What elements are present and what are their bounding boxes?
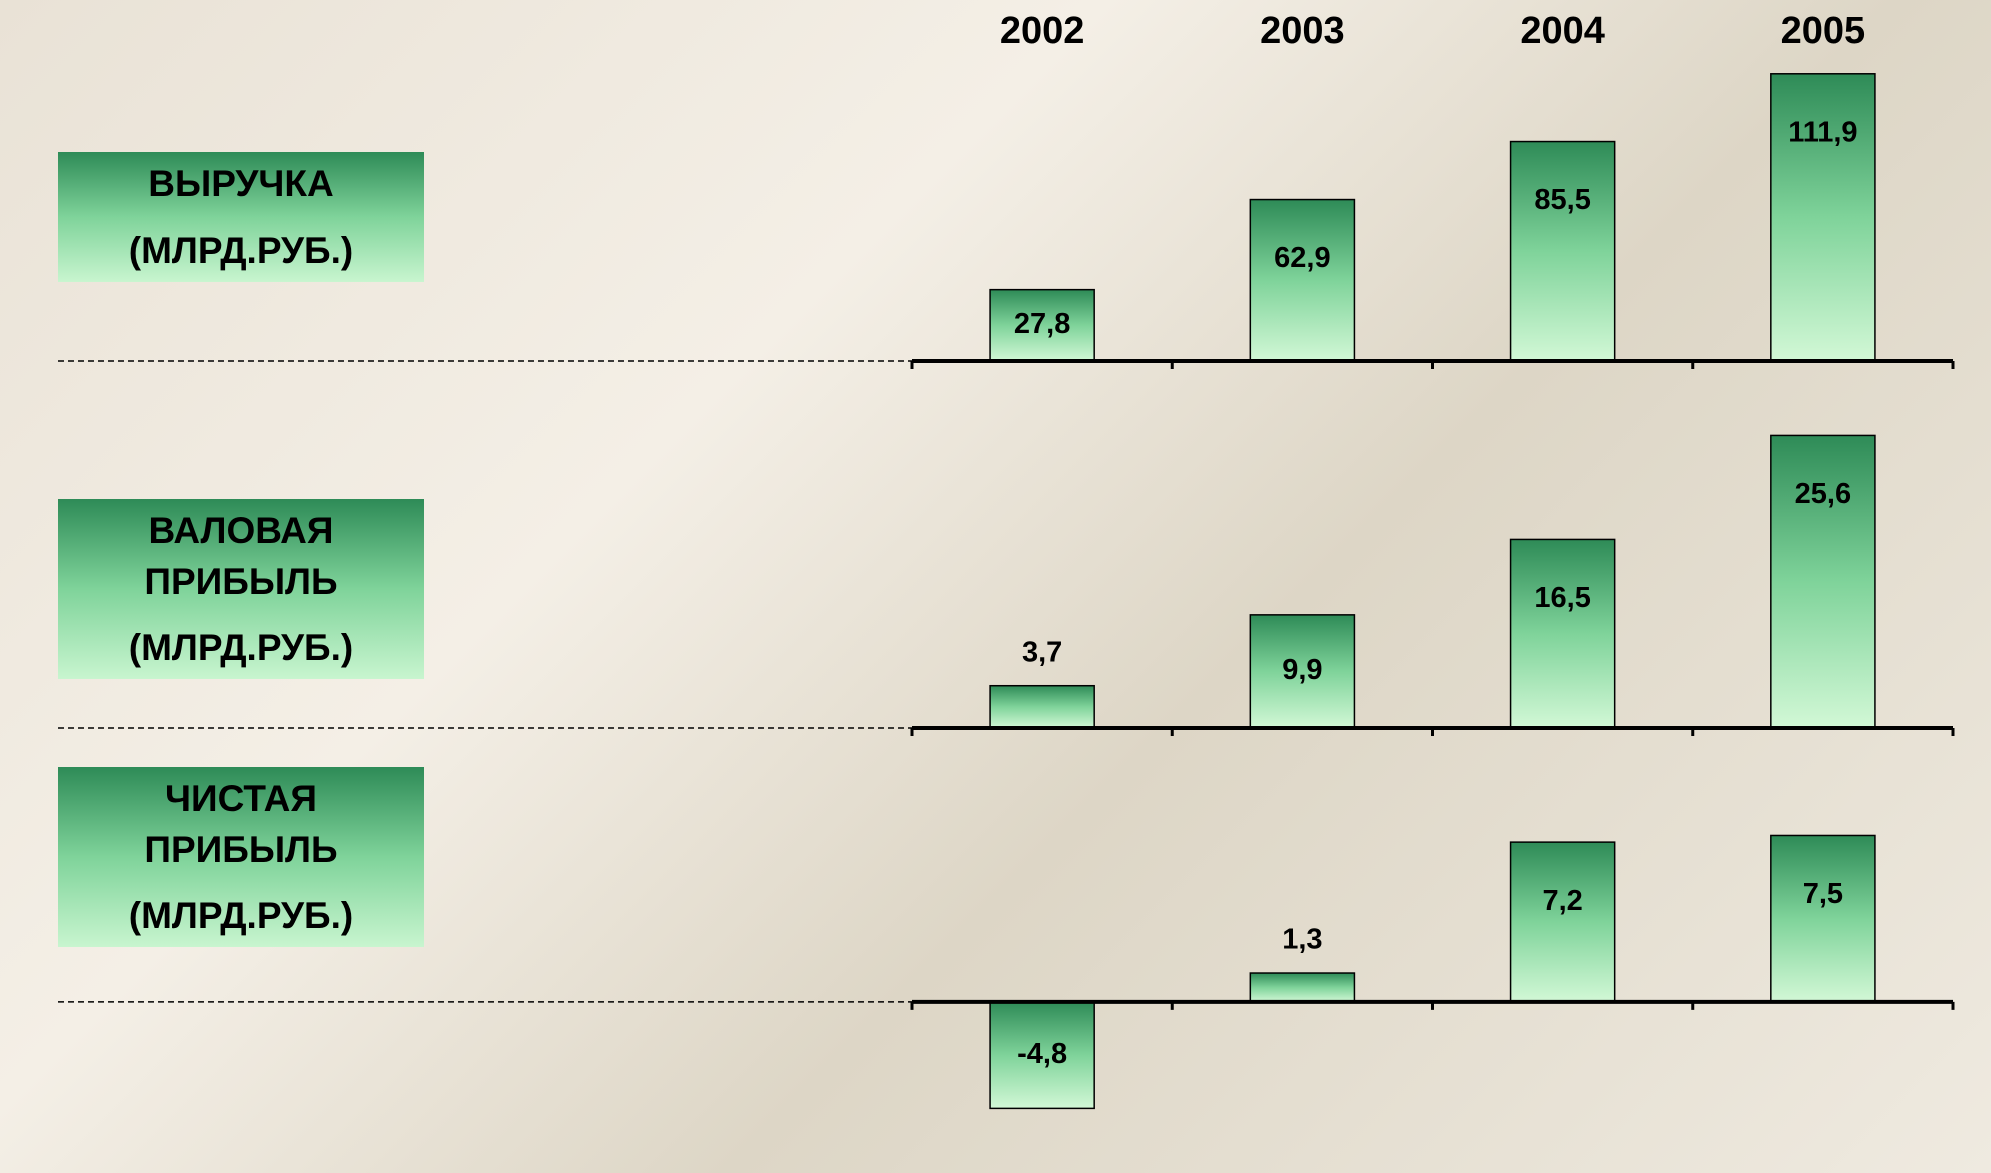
panel-label: ВАЛОВАЯ ПРИБЫЛЬ (МЛРД.РУБ.) bbox=[58, 499, 424, 679]
value-label: 7,5 bbox=[1803, 878, 1843, 910]
panel-title: ЧИСТАЯ ПРИБЫЛЬ bbox=[68, 773, 414, 875]
value-label: 62,9 bbox=[1274, 242, 1330, 274]
bar bbox=[1250, 200, 1354, 361]
bar bbox=[1771, 835, 1875, 1001]
panel-unit: (МЛРД.РУБ.) bbox=[68, 225, 414, 276]
bar bbox=[1250, 973, 1354, 1002]
bar bbox=[1511, 842, 1615, 1002]
panel-label: ЧИСТАЯ ПРИБЫЛЬ (МЛРД.РУБ.) bbox=[58, 767, 424, 947]
value-label: -4,8 bbox=[1017, 1038, 1067, 1070]
bar bbox=[990, 686, 1094, 728]
page: 2002 2003 2004 2005 27,8 62,9 85,5 111,9 3,7 9,9 1… bbox=[0, 0, 1991, 1173]
x-tick-label: 2004 bbox=[1520, 10, 1605, 52]
value-label: 111,9 bbox=[1788, 116, 1857, 148]
bar bbox=[1511, 539, 1615, 728]
panel-title: ВЫРУЧКА bbox=[68, 158, 414, 209]
value-label: 1,3 bbox=[1282, 924, 1322, 956]
x-tick-label: 2003 bbox=[1260, 10, 1345, 52]
panel-unit: (МЛРД.РУБ.) bbox=[68, 622, 414, 673]
bar bbox=[1511, 142, 1615, 361]
value-label: 27,8 bbox=[1014, 308, 1070, 340]
value-label: 3,7 bbox=[1022, 636, 1062, 668]
value-label: 85,5 bbox=[1534, 184, 1590, 216]
panel-unit: (МЛРД.РУБ.) bbox=[68, 890, 414, 941]
value-label: 7,2 bbox=[1542, 885, 1582, 917]
panel-title: ВАЛОВАЯ ПРИБЫЛЬ bbox=[68, 505, 414, 607]
value-label: 9,9 bbox=[1282, 654, 1322, 686]
x-tick-label: 2002 bbox=[1000, 10, 1085, 52]
value-label: 16,5 bbox=[1534, 582, 1590, 614]
panel-label: ВЫРУЧКА (МЛРД.РУБ.) bbox=[58, 152, 424, 282]
x-tick-label: 2005 bbox=[1781, 10, 1866, 52]
value-label: 25,6 bbox=[1795, 478, 1851, 510]
